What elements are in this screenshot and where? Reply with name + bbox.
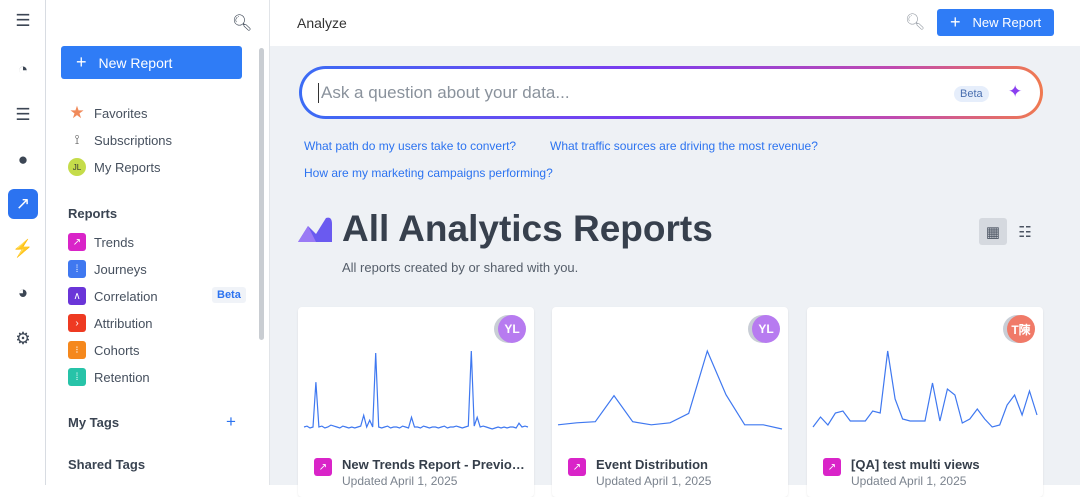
- sidebar-item-journeys[interactable]: ⁞ Journeys: [68, 259, 147, 279]
- sidebar-item-trends[interactable]: ↗ Trends: [68, 232, 134, 252]
- sparkline-chart: [557, 349, 783, 430]
- label: Favorites: [94, 105, 148, 121]
- label: My Reports: [94, 159, 161, 175]
- add-tag-button[interactable]: +: [226, 412, 236, 431]
- cohorts-icon: ⁝: [68, 341, 86, 359]
- dashboard-icon[interactable]: ◔: [17, 60, 29, 79]
- beta-badge: Beta: [954, 86, 989, 102]
- grid-view-icon[interactable]: ▦: [979, 218, 1007, 245]
- new-report-button[interactable]: + New Report: [61, 46, 242, 79]
- sparkline: [812, 350, 1038, 428]
- sparkline-chart: [812, 350, 1038, 428]
- avatar: YL: [498, 315, 526, 343]
- retention-icon: ⁞: [68, 368, 86, 386]
- beta-badge: Beta: [212, 287, 246, 303]
- label: Trends: [94, 234, 134, 250]
- suggestion-link[interactable]: What path do my users take to convert?: [304, 139, 517, 153]
- suggestion-link[interactable]: How are my marketing campaigns performin…: [304, 166, 553, 180]
- sidebar-item-retention[interactable]: ⁞ Retention: [68, 367, 150, 387]
- my-tags-heading: My Tags: [68, 415, 120, 430]
- sidebar-item-subscriptions[interactable]: ⟟ Subscriptions: [68, 130, 172, 150]
- ask-placeholder: Ask a question about your data...: [318, 83, 570, 103]
- explore-icon[interactable]: ☰: [15, 105, 31, 124]
- suggestion-link[interactable]: What traffic sources are driving the mos…: [550, 139, 818, 153]
- plus-icon: +: [950, 12, 961, 32]
- sparkline-chart: [303, 350, 529, 430]
- avatar: YL: [752, 315, 780, 343]
- pie-icon[interactable]: ◕: [17, 283, 29, 302]
- sidebar-item-correlation[interactable]: ∧ Correlation: [68, 286, 158, 306]
- events-icon[interactable]: ⚡: [12, 239, 34, 258]
- report-updated: Updated April 1, 2025: [596, 474, 712, 488]
- sidebar: 🔍︎ + New Report ★ Favorites ⟟ Subscriptions…: [46, 0, 270, 485]
- avatar: JL: [68, 158, 86, 176]
- label: Attribution: [94, 315, 153, 331]
- shared-tags-heading: Shared Tags: [68, 457, 146, 472]
- search-icon[interactable]: 🔍︎: [905, 14, 926, 31]
- gear-icon[interactable]: ⚙: [15, 329, 31, 348]
- label: Cohorts: [94, 342, 140, 358]
- analyze-icon[interactable]: ↗: [8, 189, 38, 219]
- sidebar-scrollbar[interactable]: [259, 48, 264, 340]
- correlation-icon: ∧: [68, 287, 86, 305]
- trends-icon: ↗: [823, 458, 841, 476]
- trends-icon: ↗: [314, 458, 332, 476]
- attribution-icon: ›: [68, 314, 86, 332]
- plus-icon: +: [76, 52, 87, 72]
- sidebar-item-my-reports[interactable]: JL My Reports: [68, 157, 160, 177]
- list-view-icon[interactable]: ☷: [1018, 223, 1032, 241]
- label: Journeys: [94, 261, 147, 277]
- report-updated: Updated April 1, 2025: [851, 474, 967, 488]
- star-icon: ★: [69, 103, 85, 122]
- sparkline: [303, 350, 529, 430]
- rss-icon: ⟟: [74, 132, 80, 147]
- menu-icon[interactable]: ☰: [15, 11, 31, 30]
- header-new-report-button[interactable]: + New Report: [937, 9, 1054, 36]
- sidebar-item-favorites[interactable]: ★ Favorites: [68, 103, 147, 123]
- report-name: New Trends Report - Previous...: [342, 457, 527, 472]
- page-subtitle: All reports created by or shared with yo…: [342, 260, 579, 275]
- sidebar-item-attribution[interactable]: › Attribution: [68, 313, 153, 333]
- label: Subscriptions: [94, 132, 173, 148]
- page-header-title: Analyze: [297, 15, 347, 31]
- main-area: Analyze 🔍︎ + New Report Ask a question ab…: [270, 0, 1080, 497]
- report-card[interactable]: YL ↗ Event Distribution Updated April 1,…: [552, 307, 788, 497]
- journeys-icon: ⁞: [68, 260, 86, 278]
- reports-heading: Reports: [68, 206, 118, 221]
- trends-icon: ↗: [68, 233, 86, 251]
- report-card[interactable]: T陳 ↗ [QA] test multi views Updated April…: [807, 307, 1043, 497]
- page-title: All Analytics Reports: [342, 208, 713, 249]
- search-icon[interactable]: 🔍︎: [232, 15, 253, 32]
- avatar: T陳: [1007, 315, 1035, 343]
- report-updated: Updated April 1, 2025: [342, 474, 458, 488]
- report-name: [QA] test multi views: [851, 457, 980, 472]
- report-name: Event Distribution: [596, 457, 708, 472]
- users-icon[interactable]: ●: [17, 150, 29, 169]
- sidebar-item-cohorts[interactable]: ⁝ Cohorts: [68, 340, 140, 360]
- label: Retention: [94, 369, 150, 385]
- label: Correlation: [94, 288, 158, 304]
- sparkline: [557, 349, 783, 430]
- analytics-logo-icon: [298, 217, 332, 242]
- top-bar: Analyze 🔍︎ + New Report: [270, 0, 1080, 46]
- label: New Report: [972, 15, 1042, 30]
- ask-question-input[interactable]: Ask a question about your data... Beta ✦: [299, 66, 1043, 119]
- sparkle-icon[interactable]: ✦: [1008, 82, 1023, 101]
- new-report-label: New Report: [98, 54, 173, 71]
- icon-rail: ☰ ◔ ☰ ● ↗ ⚡ ◕ ⚙: [0, 0, 46, 485]
- report-card[interactable]: YL ↗ New Trends Report - Previous... Upd…: [298, 307, 534, 497]
- trends-icon: ↗: [568, 458, 586, 476]
